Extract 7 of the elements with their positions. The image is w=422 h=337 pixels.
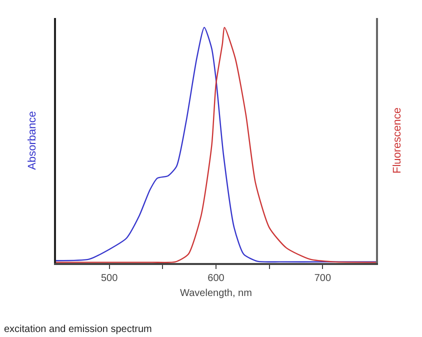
x-tick-label: 500 [100, 272, 118, 284]
x-tick-label: 700 [314, 272, 332, 284]
x-axis-title: Wavelength, nm [180, 288, 252, 299]
x-tick-label: 600 [208, 272, 225, 284]
y-axis-title: Absorbance [26, 111, 38, 170]
y2-axis-title: Fluorescence [391, 107, 404, 174]
text: excitation and emission spectrum [4, 324, 152, 335]
